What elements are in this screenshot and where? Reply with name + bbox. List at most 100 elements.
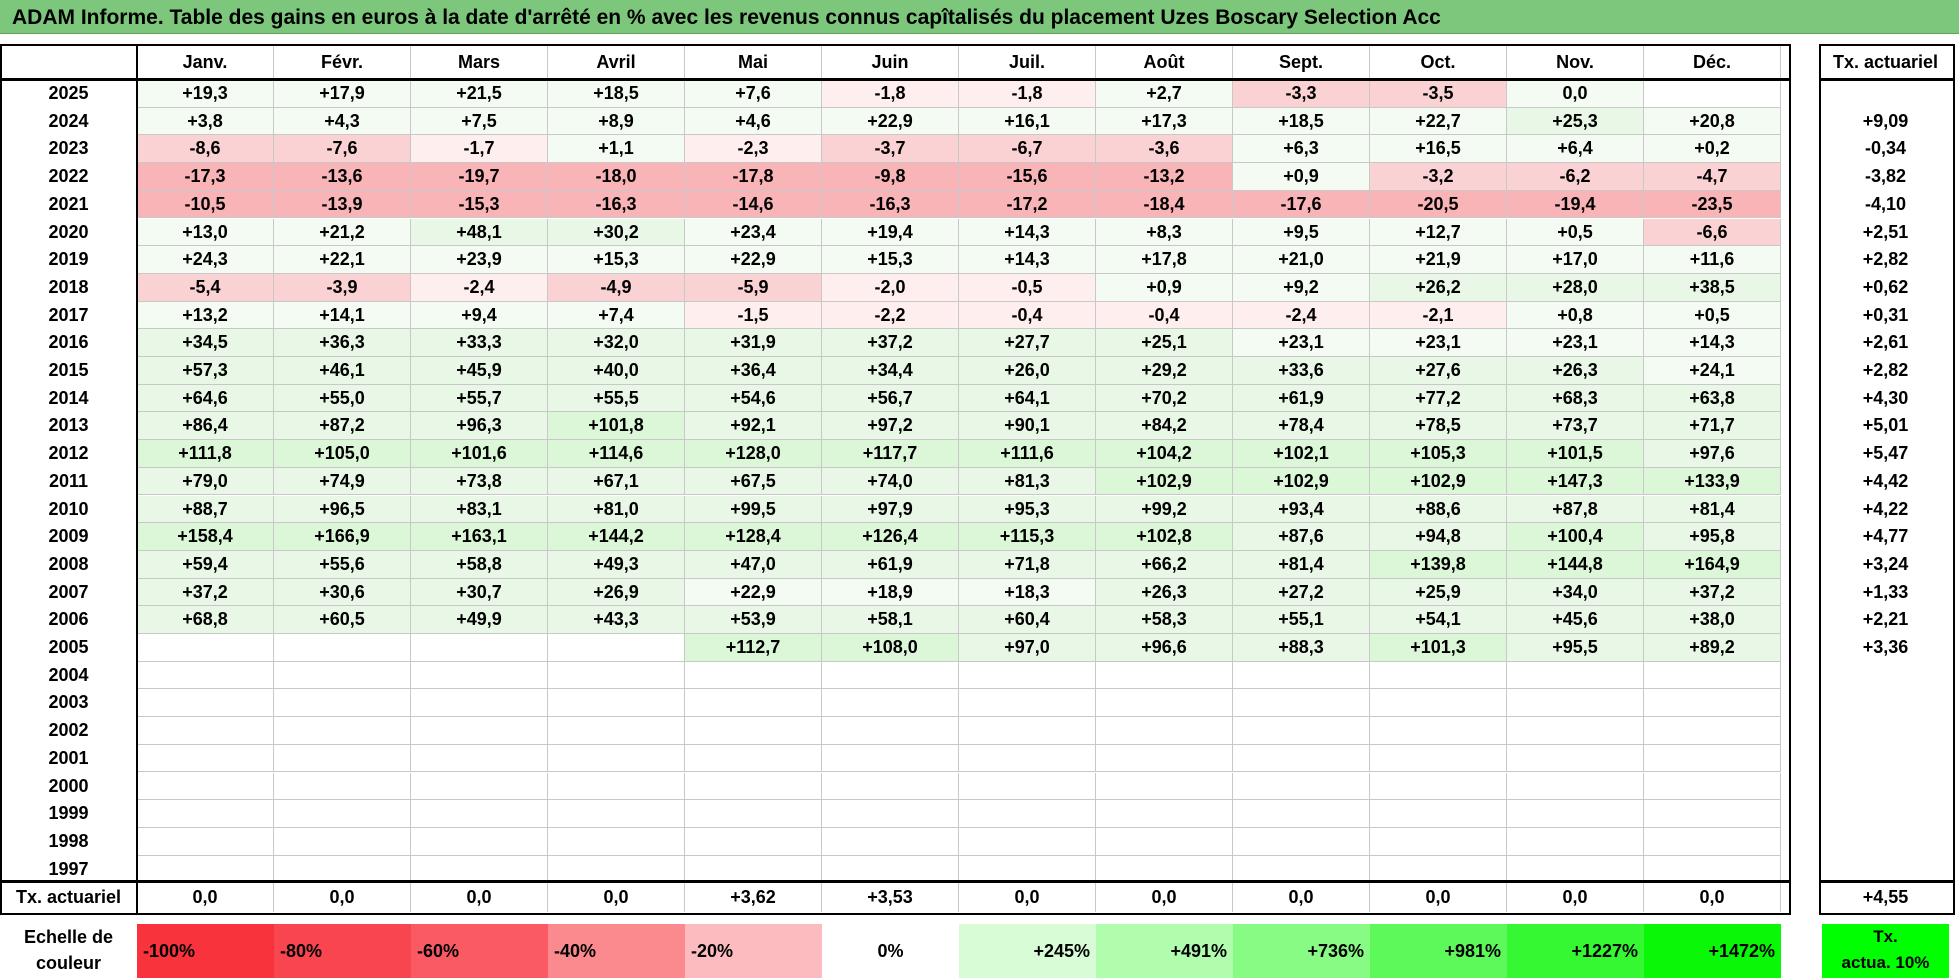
year-label: 2017 — [48, 304, 89, 325]
table-cell: +47,0 — [685, 550, 822, 579]
table-cell — [959, 717, 1096, 745]
tx-actuariel-value — [1822, 828, 1949, 856]
table-cell: +26,0 — [959, 357, 1096, 385]
table-cell: +14,3 — [959, 218, 1096, 247]
month-header: Déc. — [1644, 45, 1781, 79]
table-cell — [685, 661, 822, 690]
table-cell — [1507, 772, 1644, 801]
table-cell: +60,5 — [274, 606, 411, 634]
table-cell: -4,9 — [548, 273, 685, 302]
tx-actuariel-value — [1822, 717, 1949, 745]
table-cell — [822, 855, 959, 884]
table-cell: +95,8 — [1644, 523, 1781, 551]
legend-tx-actuariel: Tx. actua. 10% — [1822, 924, 1949, 978]
table-cell: +29,2 — [1096, 357, 1233, 385]
table-cell: +32,0 — [548, 329, 685, 357]
table-cell: +33,3 — [411, 329, 548, 357]
table-cell: +23,4 — [685, 218, 822, 247]
table-cell: +128,0 — [685, 440, 822, 468]
table-cell — [274, 634, 411, 662]
year-label: 2020 — [48, 221, 89, 242]
table-cell — [959, 772, 1096, 801]
table-cell: +66,2 — [1096, 550, 1233, 579]
table-cell: -13,9 — [274, 190, 411, 219]
table-cell — [685, 717, 822, 745]
table-cell: +28,0 — [1507, 273, 1644, 302]
table-cell: +36,4 — [685, 357, 822, 385]
table-cell — [1370, 717, 1507, 745]
table-cell — [685, 800, 822, 828]
table-cell: +4,6 — [685, 107, 822, 136]
table-cell: +163,1 — [411, 523, 548, 551]
month-header: Sept. — [1233, 45, 1370, 79]
month-header: Févr. — [274, 45, 411, 79]
header-divider — [0, 880, 1791, 883]
table-cell: +0,5 — [1507, 218, 1644, 247]
table-cell: +37,2 — [1644, 578, 1781, 607]
year-label: 2011 — [48, 470, 89, 491]
table-cell — [548, 689, 685, 718]
table-cell: +166,9 — [274, 523, 411, 551]
table-cell: +25,9 — [1370, 578, 1507, 607]
table-cell: +68,3 — [1507, 384, 1644, 413]
table-cell — [411, 772, 548, 801]
table-cell — [1644, 772, 1781, 801]
table-cell: +59,4 — [137, 550, 274, 579]
table-cell: +2,7 — [1096, 80, 1233, 108]
table-cell: -1,8 — [959, 80, 1096, 108]
table-cell: +88,3 — [1233, 634, 1370, 662]
table-cell: +0,2 — [1644, 135, 1781, 164]
table-cell: +17,0 — [1507, 246, 1644, 274]
table-cell: +102,8 — [1096, 523, 1233, 551]
table-cell — [274, 717, 411, 745]
year-label: 2014 — [48, 387, 89, 408]
footer-cell: 0,0 — [137, 882, 274, 912]
table-cell: +7,6 — [685, 80, 822, 108]
table-cell: -19,7 — [411, 163, 548, 191]
table-cell: +13,0 — [137, 218, 274, 247]
table-cell: +19,3 — [137, 80, 274, 108]
legend-swatch: -40% — [548, 924, 685, 978]
table-cell: -3,9 — [274, 273, 411, 302]
year-label: 2002 — [48, 720, 89, 741]
tx-actuariel-value: +3,24 — [1862, 553, 1909, 574]
table-cell — [274, 689, 411, 718]
table-cell: +20,8 — [1644, 107, 1781, 136]
table-cell: -7,6 — [274, 135, 411, 164]
table-cell: +67,1 — [548, 467, 685, 496]
year-label: 2024 — [48, 110, 89, 131]
table-cell: +22,1 — [274, 246, 411, 274]
table-cell: +34,5 — [137, 329, 274, 357]
table-cell: +97,0 — [959, 634, 1096, 662]
table-cell: +9,5 — [1233, 218, 1370, 247]
table-cell: +74,9 — [274, 467, 411, 496]
table-cell — [411, 744, 548, 773]
table-cell — [685, 855, 822, 884]
table-cell: +37,2 — [137, 578, 274, 607]
table-cell: +27,7 — [959, 329, 1096, 357]
table-cell: -17,3 — [137, 163, 274, 191]
table-cell — [137, 661, 274, 690]
year-label: 2000 — [48, 775, 89, 796]
table-cell: +6,4 — [1507, 135, 1644, 164]
footer-cell: 0,0 — [411, 882, 548, 912]
table-cell — [548, 634, 685, 662]
table-cell: -13,2 — [1096, 163, 1233, 191]
table-cell — [548, 717, 685, 745]
table-cell: +22,9 — [822, 107, 959, 136]
table-cell — [685, 689, 822, 718]
table-cell — [137, 689, 274, 718]
table-cell: +144,2 — [548, 523, 685, 551]
table-cell: +17,8 — [1096, 246, 1233, 274]
table-cell: -17,8 — [685, 163, 822, 191]
table-cell: +101,8 — [548, 412, 685, 441]
table-cell: +34,4 — [822, 357, 959, 385]
table-cell: +21,2 — [274, 218, 411, 247]
table-cell: +100,4 — [1507, 523, 1644, 551]
table-cell: +14,3 — [1644, 329, 1781, 357]
legend-tx-line1: Tx. — [1873, 927, 1898, 946]
table-cell: +95,5 — [1507, 634, 1644, 662]
tx-actuariel-value: -4,10 — [1864, 193, 1907, 214]
table-cell: +30,2 — [548, 218, 685, 247]
table-cell: +34,0 — [1507, 578, 1644, 607]
